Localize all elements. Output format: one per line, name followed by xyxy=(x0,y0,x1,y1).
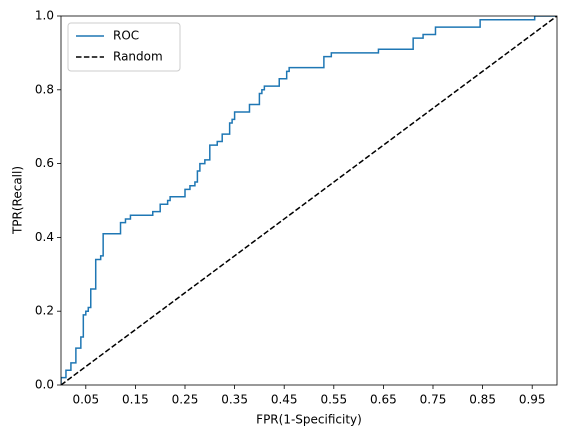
y-tick-label: 0.8 xyxy=(35,82,54,96)
line-series xyxy=(61,16,557,385)
x-tick-label: 0.35 xyxy=(221,393,248,407)
y-tick-label: 0.2 xyxy=(35,304,54,318)
legend-label: Random xyxy=(113,50,163,64)
legend-box xyxy=(67,22,181,72)
y-tick-label: 1.0 xyxy=(35,9,54,23)
y-tick-label: 0.6 xyxy=(35,156,54,170)
y-tick-label: 0.0 xyxy=(35,378,54,392)
legend: ROC Random xyxy=(67,22,181,72)
x-tick-label: 0.45 xyxy=(271,393,298,407)
x-tick-label: 0.85 xyxy=(469,393,496,407)
x-tick-label: 0.25 xyxy=(172,393,199,407)
x-tick-label: 0.95 xyxy=(519,393,546,407)
x-tick-label: 0.55 xyxy=(320,393,347,407)
x-axis-label: FPR(1-Specificity) xyxy=(256,413,362,427)
line-series xyxy=(61,16,557,385)
legend-label: ROC xyxy=(113,29,139,43)
x-tick-label: 0.05 xyxy=(72,393,99,407)
x-tick-label: 0.15 xyxy=(122,393,149,407)
y-tick-label: 0.4 xyxy=(35,230,54,244)
y-axis-label: TPR(Recall) xyxy=(11,166,25,235)
x-tick-label: 0.65 xyxy=(370,393,397,407)
x-tick-label: 0.75 xyxy=(420,393,447,407)
plot-frame xyxy=(60,15,558,386)
